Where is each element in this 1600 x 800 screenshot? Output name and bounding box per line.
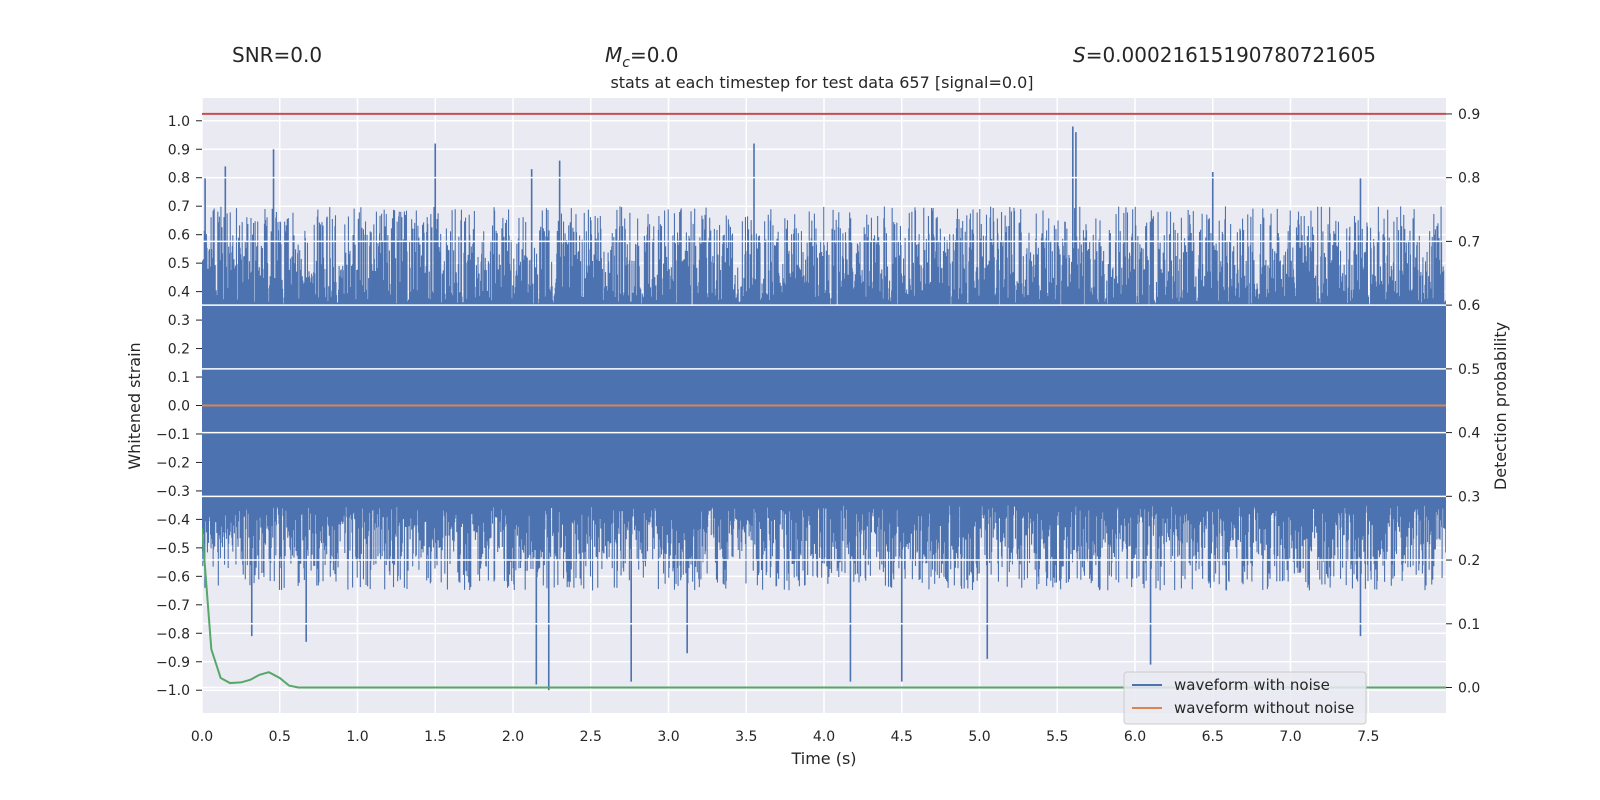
x-tick-label: 4.0 bbox=[813, 729, 835, 745]
y-left-tick-label: −0.6 bbox=[156, 569, 190, 585]
y-left-tick-label: −0.7 bbox=[156, 598, 190, 614]
x-tick-label: 2.0 bbox=[502, 729, 524, 745]
y-left-axis-label: Whitened strain bbox=[125, 342, 144, 469]
y-left-tick-label: 0.3 bbox=[168, 313, 190, 329]
y-left-tick-label: 0.1 bbox=[168, 370, 190, 386]
y-left-tick-label: −0.9 bbox=[156, 655, 190, 671]
y-right-tick-label: 0.0 bbox=[1458, 681, 1480, 697]
y-left-tick-label: 1.0 bbox=[168, 114, 190, 130]
x-axis-label: Time (s) bbox=[790, 749, 856, 768]
x-tick-label: 3.5 bbox=[735, 729, 757, 745]
x-tick-label: 6.0 bbox=[1124, 729, 1146, 745]
y-left-tick-label: −0.8 bbox=[156, 626, 190, 642]
y-left-tick-label: −0.3 bbox=[156, 484, 190, 500]
chirp-mass-symbol: M bbox=[605, 43, 622, 67]
legend-label-waveform-without-noise: waveform without noise bbox=[1174, 699, 1354, 717]
y-right-axis-ticks: 0.9 0.8 0.7 0.6 0.5 0.4 0.3 0.2 0.1 0.0 bbox=[1446, 107, 1480, 697]
y-left-tick-label: −0.4 bbox=[156, 512, 190, 528]
y-right-tick-label: 0.2 bbox=[1458, 553, 1480, 569]
x-tick-label: 6.5 bbox=[1202, 729, 1224, 745]
legend-box bbox=[1123, 671, 1367, 725]
x-tick-label: 5.0 bbox=[968, 729, 990, 745]
snr-label: SNR=0.0 bbox=[232, 43, 322, 67]
y-right-tick-label: 0.9 bbox=[1458, 107, 1480, 123]
y-right-tick-label: 0.8 bbox=[1458, 171, 1480, 187]
y-left-tick-label: −1.0 bbox=[156, 683, 190, 699]
series-detection-probability bbox=[202, 528, 1446, 689]
x-axis-ticks: 0.0 0.5 1.0 1.5 2.0 2.5 3.0 3.5 4.0 4.5 5.0 5.5 6.0 6… bbox=[191, 729, 1380, 745]
y-left-tick-label: −0.1 bbox=[156, 427, 190, 443]
y-left-axis-ticks: 1.0 0.9 0.8 0.7 0.6 0.5 0.4 0.3 0.2 0.1 0.0 −0.1 −0.… bbox=[156, 114, 202, 699]
legend: waveform with noise waveform without noi… bbox=[1123, 671, 1367, 725]
x-tick-label: 1.0 bbox=[346, 729, 368, 745]
y-right-tick-label: 0.4 bbox=[1458, 426, 1480, 442]
y-right-tick-label: 0.1 bbox=[1458, 617, 1480, 633]
x-tick-label: 3.0 bbox=[657, 729, 679, 745]
x-tick-label: 4.5 bbox=[891, 729, 913, 745]
chirp-mass-value: =0.0 bbox=[630, 43, 679, 67]
x-tick-label: 2.5 bbox=[580, 729, 602, 745]
y-right-tick-label: 0.5 bbox=[1458, 362, 1480, 378]
y-right-tick-label: 0.3 bbox=[1458, 489, 1480, 505]
x-tick-label: 7.0 bbox=[1279, 729, 1301, 745]
x-tick-label: 1.5 bbox=[424, 729, 446, 745]
y-left-tick-label: −0.5 bbox=[156, 541, 190, 557]
y-left-tick-label: −0.2 bbox=[156, 455, 190, 471]
y-left-tick-label: 0.9 bbox=[168, 142, 190, 158]
legend-label-waveform-with-noise: waveform with noise bbox=[1174, 676, 1330, 694]
chirp-mass-label: Mc=0.0 bbox=[605, 43, 679, 71]
statistic-label: S=0.00021615190780721605 bbox=[1073, 43, 1376, 67]
y-left-tick-label: 0.0 bbox=[168, 399, 190, 415]
y-right-tick-label: 0.7 bbox=[1458, 234, 1480, 250]
x-tick-label: 0.0 bbox=[191, 729, 213, 745]
x-tick-label: 7.5 bbox=[1357, 729, 1379, 745]
chart-title: stats at each timestep for test data 657… bbox=[610, 73, 1033, 92]
y-left-tick-label: 0.6 bbox=[168, 228, 190, 244]
y-left-tick-label: 0.4 bbox=[168, 285, 190, 301]
y-left-tick-label: 0.7 bbox=[168, 199, 190, 215]
y-left-tick-label: 0.5 bbox=[168, 256, 190, 272]
statistic-value: =0.00021615190780721605 bbox=[1086, 43, 1376, 67]
y-left-tick-label: 0.8 bbox=[168, 171, 190, 187]
y-right-tick-label: 0.6 bbox=[1458, 298, 1480, 314]
statistic-symbol: S bbox=[1073, 43, 1086, 67]
y-left-tick-label: 0.2 bbox=[168, 342, 190, 358]
x-tick-label: 5.5 bbox=[1046, 729, 1068, 745]
y-right-axis-label: Detection probability bbox=[1491, 322, 1510, 490]
x-tick-label: 0.5 bbox=[269, 729, 291, 745]
chirp-mass-subscript: c bbox=[622, 55, 630, 71]
